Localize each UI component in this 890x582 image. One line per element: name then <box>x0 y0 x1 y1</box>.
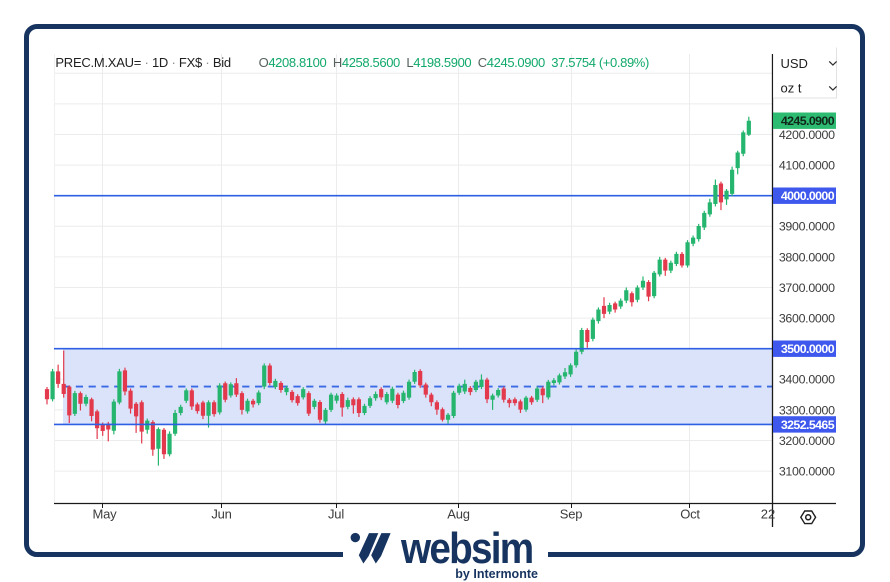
svg-text:4000.0000: 4000.0000 <box>781 189 835 203</box>
svg-text:oz t: oz t <box>781 80 802 95</box>
svg-text:3900.0000: 3900.0000 <box>779 220 835 234</box>
svg-text:3400.0000: 3400.0000 <box>779 373 835 387</box>
svg-text:3300.0000: 3300.0000 <box>779 403 835 417</box>
svg-text:4100.0000: 4100.0000 <box>779 159 835 173</box>
svg-text:Jul: Jul <box>328 507 344 522</box>
svg-text:Jun: Jun <box>211 507 231 522</box>
svg-text:3600.0000: 3600.0000 <box>779 312 835 326</box>
svg-text:3700.0000: 3700.0000 <box>779 281 835 295</box>
svg-text:USD: USD <box>781 56 808 71</box>
svg-text:3100.0000: 3100.0000 <box>779 465 835 479</box>
svg-text:4245.0900: 4245.0900 <box>781 114 835 128</box>
svg-text:3800.0000: 3800.0000 <box>779 250 835 264</box>
svg-text:Sep: Sep <box>560 507 583 522</box>
svg-text:Aug: Aug <box>447 507 470 522</box>
svg-text:Oct: Oct <box>680 507 700 522</box>
svg-text:3500.0000: 3500.0000 <box>781 342 835 356</box>
svg-text:3200.0000: 3200.0000 <box>779 434 835 448</box>
svg-text:4200.0000: 4200.0000 <box>779 128 835 142</box>
svg-text:22: 22 <box>761 507 775 522</box>
svg-text:3252.5465: 3252.5465 <box>781 418 835 432</box>
svg-text:May: May <box>93 507 118 522</box>
